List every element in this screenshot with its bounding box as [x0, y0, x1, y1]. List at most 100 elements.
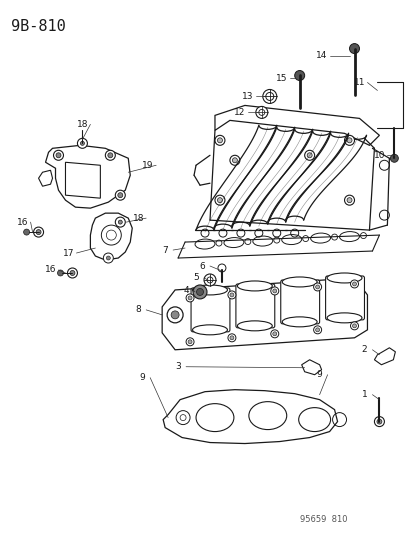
Circle shape [115, 217, 125, 227]
Ellipse shape [237, 321, 272, 331]
Ellipse shape [192, 325, 227, 335]
Circle shape [217, 264, 225, 272]
Circle shape [214, 195, 224, 205]
Circle shape [306, 153, 311, 158]
Circle shape [196, 288, 203, 295]
Ellipse shape [282, 277, 316, 287]
Circle shape [188, 296, 192, 300]
Circle shape [80, 141, 84, 146]
Circle shape [378, 210, 389, 220]
Circle shape [185, 338, 194, 346]
Circle shape [272, 332, 276, 336]
Circle shape [270, 330, 278, 338]
Circle shape [33, 227, 43, 237]
Circle shape [378, 160, 389, 170]
Circle shape [228, 291, 235, 299]
Circle shape [53, 150, 63, 160]
Circle shape [262, 90, 276, 103]
Circle shape [313, 326, 321, 334]
Circle shape [229, 155, 239, 165]
Circle shape [188, 340, 192, 344]
Circle shape [56, 153, 61, 158]
Circle shape [229, 336, 233, 340]
Circle shape [105, 150, 115, 160]
Circle shape [346, 198, 351, 203]
Text: 9: 9 [139, 373, 145, 382]
Circle shape [389, 154, 397, 162]
Text: 13: 13 [242, 92, 253, 101]
Circle shape [171, 311, 179, 319]
Circle shape [217, 198, 222, 203]
Text: 16: 16 [45, 265, 56, 274]
Circle shape [118, 193, 123, 198]
Ellipse shape [237, 281, 272, 291]
Circle shape [349, 44, 358, 53]
Text: 18: 18 [132, 214, 144, 223]
Circle shape [294, 70, 304, 80]
Circle shape [272, 289, 276, 293]
Text: 14: 14 [315, 51, 327, 60]
Circle shape [214, 135, 224, 146]
Circle shape [167, 307, 183, 323]
Text: 7: 7 [162, 246, 168, 255]
Text: 9B-810: 9B-810 [11, 19, 65, 34]
Text: 95659  810: 95659 810 [299, 515, 347, 524]
Circle shape [115, 190, 125, 200]
Circle shape [258, 109, 264, 116]
Circle shape [77, 139, 87, 148]
Text: 15: 15 [275, 74, 287, 83]
Text: 12: 12 [234, 108, 245, 117]
Circle shape [36, 230, 41, 235]
Ellipse shape [192, 285, 227, 295]
Text: 6: 6 [199, 262, 204, 271]
Circle shape [185, 294, 194, 302]
Circle shape [106, 256, 110, 260]
Circle shape [313, 283, 321, 291]
Circle shape [118, 220, 122, 224]
Circle shape [204, 274, 216, 286]
Circle shape [228, 334, 235, 342]
FancyBboxPatch shape [325, 276, 363, 320]
Text: 1: 1 [361, 390, 366, 399]
Circle shape [67, 268, 77, 278]
Circle shape [24, 229, 29, 235]
Text: 16: 16 [17, 217, 28, 227]
Text: 5: 5 [193, 273, 198, 282]
Circle shape [103, 253, 113, 263]
Circle shape [373, 417, 384, 426]
Circle shape [217, 138, 222, 143]
Circle shape [350, 322, 358, 330]
Ellipse shape [282, 317, 316, 327]
Circle shape [107, 153, 113, 158]
Circle shape [315, 328, 319, 332]
Circle shape [206, 277, 212, 283]
Text: 10: 10 [373, 151, 384, 160]
Circle shape [304, 150, 314, 160]
Text: 9: 9 [316, 370, 322, 379]
Text: 8: 8 [135, 305, 141, 314]
Circle shape [344, 135, 354, 146]
Circle shape [192, 285, 206, 299]
Circle shape [70, 270, 75, 276]
Text: 18: 18 [76, 120, 88, 129]
Circle shape [351, 282, 356, 286]
Circle shape [315, 285, 319, 289]
Text: 3: 3 [175, 362, 180, 372]
Circle shape [57, 270, 63, 276]
Circle shape [232, 158, 237, 163]
FancyBboxPatch shape [235, 284, 274, 328]
Text: 11: 11 [353, 78, 364, 87]
Circle shape [346, 138, 351, 143]
FancyBboxPatch shape [280, 280, 319, 324]
Circle shape [265, 92, 273, 100]
Text: 4: 4 [183, 286, 188, 295]
Circle shape [229, 293, 233, 297]
Text: 2: 2 [361, 345, 366, 354]
Circle shape [255, 107, 267, 118]
Circle shape [376, 419, 381, 424]
Circle shape [351, 324, 356, 328]
Text: 17: 17 [62, 248, 74, 257]
Text: 19: 19 [142, 161, 154, 170]
FancyBboxPatch shape [190, 288, 229, 332]
Ellipse shape [326, 313, 361, 323]
